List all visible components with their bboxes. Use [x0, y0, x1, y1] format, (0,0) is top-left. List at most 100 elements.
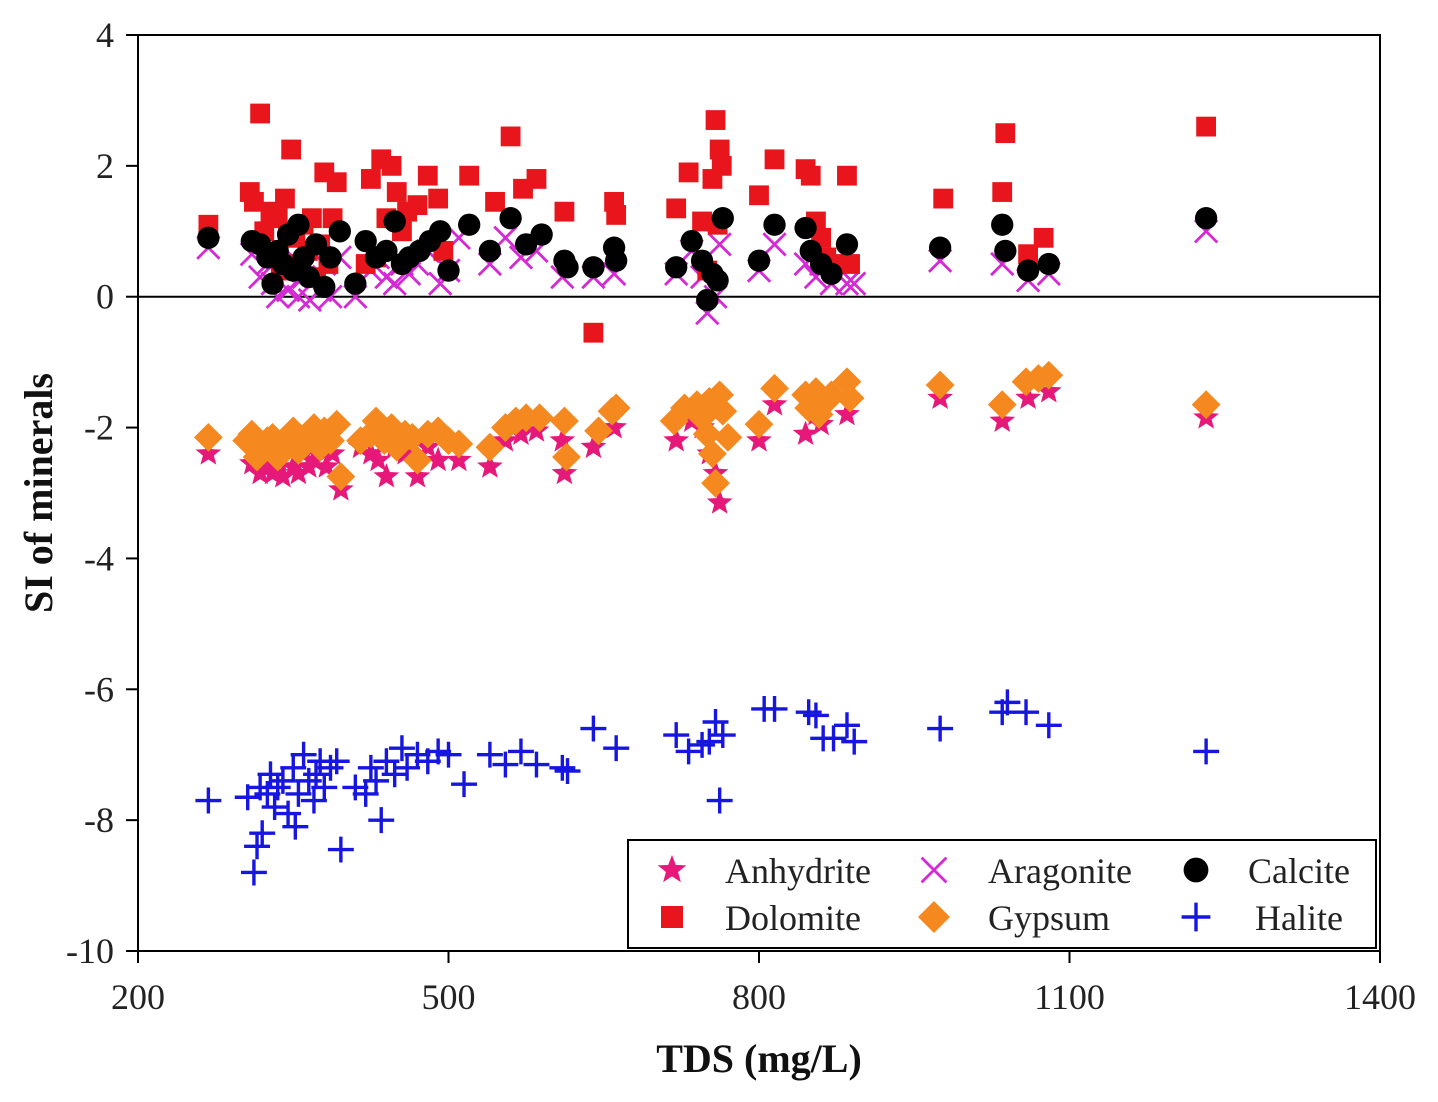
point-anhydrite	[373, 463, 400, 488]
point-calcite	[994, 239, 1017, 263]
point-halite	[311, 774, 338, 801]
legend-marker-anhydrite	[657, 855, 687, 883]
point-calcite	[605, 249, 628, 272]
legend-marker-dolomite	[661, 906, 683, 928]
point-halite	[363, 767, 390, 794]
point-dolomite	[995, 123, 1016, 144]
point-calcite	[499, 207, 522, 230]
point-anhydrite	[1035, 378, 1062, 403]
legend-marker-aragonite	[920, 856, 948, 884]
point-anhydrite	[523, 417, 550, 442]
point-halite	[435, 741, 462, 768]
point-calcite	[478, 239, 502, 263]
point-calcite	[354, 229, 377, 253]
point-anhydrite	[301, 446, 327, 472]
point-gypsum	[601, 393, 631, 423]
point-dolomite	[485, 191, 505, 212]
point-halite	[795, 699, 822, 726]
point-halite	[275, 800, 302, 827]
point-halite	[249, 820, 276, 847]
point-gypsum	[584, 416, 613, 446]
point-calcite	[1194, 207, 1218, 230]
point-dolomite	[1033, 227, 1054, 248]
legend-label-anhydrite: Anhydrite	[725, 851, 871, 891]
point-dolomite	[800, 165, 821, 186]
point-calcite	[304, 233, 328, 256]
point-halite	[327, 836, 354, 863]
point-calcite	[928, 236, 952, 259]
point-dolomite	[837, 165, 857, 186]
point-calcite	[794, 216, 817, 240]
point-anhydrite	[270, 463, 296, 488]
point-halite	[1193, 738, 1220, 765]
point-gypsum	[322, 409, 352, 439]
point-gypsum	[525, 403, 554, 433]
point-calcite	[319, 246, 342, 269]
point-dolomite	[428, 188, 449, 209]
point-calcite	[344, 272, 367, 295]
point-aragonite	[762, 232, 787, 257]
point-dolomite	[407, 195, 428, 216]
point-gypsum	[925, 370, 955, 400]
data-points	[193, 103, 1221, 886]
x-tick-label: 500	[422, 977, 476, 1017]
point-calcite	[763, 213, 786, 236]
point-calcite	[706, 269, 729, 292]
point-anhydrite	[551, 459, 578, 485]
point-dolomite	[1018, 244, 1038, 265]
y-axis: -10 -8 -6 -4 -2 0 2 4	[66, 15, 138, 971]
point-anhydrite	[663, 427, 690, 452]
point-anhydrite	[761, 391, 788, 416]
point-halite	[451, 771, 477, 798]
point-gypsum	[659, 406, 689, 436]
point-halite	[1035, 712, 1062, 739]
point-anhydrite	[477, 453, 503, 478]
point-dolomite	[749, 185, 769, 206]
point-gypsum	[835, 383, 865, 413]
point-calcite	[680, 229, 703, 253]
point-dolomite	[381, 155, 402, 176]
point-halite	[802, 702, 829, 729]
point-gypsum	[326, 462, 356, 492]
point-calcite	[582, 256, 605, 279]
point-gypsum	[701, 468, 730, 498]
point-halite	[195, 787, 222, 814]
legend-marker-halite	[1181, 902, 1211, 932]
y-tick-label: 0	[96, 277, 114, 317]
point-anhydrite	[508, 420, 534, 446]
point-halite	[300, 787, 327, 814]
point-dolomite	[275, 188, 295, 209]
point-dolomite	[386, 182, 407, 202]
point-calcite	[313, 275, 336, 299]
point-halite	[285, 781, 312, 807]
point-dolomite	[417, 165, 438, 186]
x-tick-label: 1100	[1034, 977, 1105, 1017]
point-calcite	[991, 213, 1014, 236]
point-anhydrite	[834, 400, 860, 426]
point-anhydrite	[280, 453, 307, 478]
point-halite	[261, 794, 288, 821]
point-calcite	[711, 207, 734, 230]
point-halite	[282, 813, 309, 840]
point-calcite	[1037, 252, 1060, 276]
point-anhydrite	[195, 440, 222, 465]
y-tick-label: 2	[96, 146, 114, 186]
point-halite	[352, 781, 379, 807]
point-halite	[706, 787, 733, 814]
point-halite	[702, 709, 729, 735]
point-gypsum	[361, 406, 391, 436]
point-calcite	[458, 213, 481, 236]
point-halite	[580, 715, 607, 742]
point-halite	[381, 761, 408, 788]
legend-marker-gypsum	[918, 901, 950, 933]
point-halite	[476, 741, 503, 768]
point-gypsum	[692, 419, 722, 449]
point-gypsum	[1034, 360, 1064, 390]
point-dolomite	[326, 172, 347, 193]
point-dolomite	[244, 191, 264, 212]
point-halite	[254, 781, 281, 807]
point-calcite	[747, 249, 771, 272]
point-calcite	[530, 223, 553, 246]
point-dolomite	[692, 211, 712, 232]
point-calcite	[383, 210, 406, 233]
